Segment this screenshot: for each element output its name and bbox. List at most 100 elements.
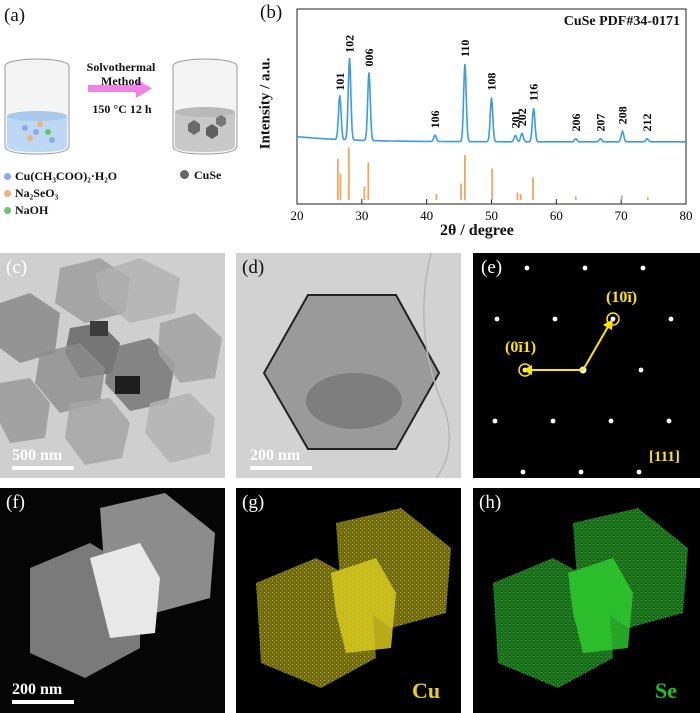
reference-card: CuSe PDF#34-0171 bbox=[563, 14, 680, 29]
scale-text: 200 nm bbox=[250, 447, 301, 464]
peak-label: 106 bbox=[428, 110, 442, 128]
diffraction-spot bbox=[494, 316, 500, 322]
panel-f-label: (f) bbox=[6, 492, 25, 513]
spot-index-2: (0ī1) bbox=[505, 339, 537, 356]
diffraction-spot bbox=[582, 265, 588, 271]
peak-label: 102 bbox=[343, 35, 357, 53]
scale-line bbox=[250, 466, 312, 470]
diffraction-spot bbox=[524, 265, 530, 271]
peak-label: 101 bbox=[333, 73, 347, 91]
x-tick-label: 70 bbox=[615, 208, 628, 223]
panel-e: (e) (10ī) (0ī1) [111] bbox=[473, 253, 700, 478]
method-line2: Method bbox=[101, 74, 141, 88]
diffraction-spot bbox=[608, 418, 614, 424]
panel-g: (g) Cu bbox=[236, 488, 461, 713]
eds-map-se bbox=[473, 488, 700, 713]
tem-image-c bbox=[0, 253, 225, 478]
peak-label: 201 bbox=[508, 110, 522, 128]
panel-a-label: (a) bbox=[4, 5, 26, 26]
panel-h: (h) Se bbox=[473, 488, 700, 713]
indexed-spot-ring bbox=[606, 312, 620, 326]
scale-bar: 200 nm bbox=[12, 681, 74, 704]
panel-h-label: (h) bbox=[479, 492, 502, 513]
peak-label: 108 bbox=[485, 73, 499, 91]
x-tick-label: 80 bbox=[680, 208, 693, 223]
tem-image-d bbox=[236, 253, 461, 478]
scale-text: 500 nm bbox=[12, 447, 63, 464]
peak-label: 208 bbox=[615, 106, 629, 124]
x-tick-label: 30 bbox=[355, 208, 368, 223]
legend-text: Na₂SeO₃ bbox=[15, 186, 59, 200]
panel-b-label: (b) bbox=[260, 2, 283, 23]
legend-item: NaOH bbox=[4, 202, 117, 219]
zone-axis: [111] bbox=[649, 449, 680, 465]
legend-precursors: Cu(CH₃COO)₂·H₂O Na₂SeO₃ NaOH bbox=[4, 168, 117, 219]
x-tick-label: 40 bbox=[420, 208, 433, 223]
eds-map-cu bbox=[236, 488, 461, 713]
beaker-precursor bbox=[4, 58, 70, 155]
dot-icon bbox=[180, 170, 189, 179]
panel-c-label: (c) bbox=[6, 257, 28, 278]
x-tick-label: 60 bbox=[550, 208, 563, 223]
diffraction-spot bbox=[550, 418, 556, 424]
diffraction-spot bbox=[640, 265, 646, 271]
peak-label: 006 bbox=[362, 48, 376, 66]
dot-icon bbox=[4, 173, 11, 180]
panel-d: (d) 200 nm bbox=[236, 253, 461, 478]
arrow-head bbox=[523, 365, 532, 375]
diffraction-spot bbox=[666, 418, 672, 424]
condition-label: 150 °C 12 h bbox=[92, 102, 152, 116]
peak-label: 110 bbox=[458, 40, 472, 57]
legend-item: Cu(CH₃COO)₂·H₂O bbox=[4, 168, 117, 185]
peak-label: 202 bbox=[515, 108, 529, 126]
panel-a: (a) Solvo bbox=[0, 0, 250, 240]
diffraction-spot bbox=[552, 316, 558, 322]
panel-g-label: (g) bbox=[242, 492, 265, 513]
beaker-product bbox=[172, 58, 238, 155]
scale-text: 200 nm bbox=[12, 681, 63, 698]
peak-label: 207 bbox=[593, 114, 607, 132]
reaction-arrow bbox=[88, 79, 152, 98]
panel-e-label: (e) bbox=[481, 257, 503, 278]
element-label: Se bbox=[655, 678, 677, 703]
scale-bar: 200 nm bbox=[250, 447, 312, 470]
dot-icon bbox=[4, 207, 11, 214]
x-tick-label: 20 bbox=[291, 208, 304, 223]
diffraction-spot bbox=[520, 469, 526, 475]
diffraction-spot bbox=[578, 469, 584, 475]
diffraction-spot bbox=[638, 367, 644, 373]
saed-pattern bbox=[492, 265, 674, 475]
method-line1: Solvothermal bbox=[86, 60, 156, 74]
arrow-head bbox=[603, 319, 613, 330]
vector-arrow bbox=[582, 324, 610, 371]
diffraction-spot bbox=[492, 418, 498, 424]
schematic-figure bbox=[4, 58, 238, 155]
panel-b: (b) 20 30 40 50 60 70 80 101 102 006 106 110 108 201… bbox=[250, 0, 700, 245]
panel-c: (c) 500 nm bbox=[0, 253, 225, 478]
legend-product: CuSe bbox=[180, 168, 221, 183]
y-axis-label: Intensity / a.u. bbox=[257, 57, 274, 150]
legend-text: Cu(CH₃COO)₂·H₂O bbox=[15, 169, 118, 183]
peak-label: 212 bbox=[640, 114, 654, 132]
haadf-image bbox=[0, 488, 225, 713]
peak-label: 116 bbox=[527, 84, 541, 101]
legend-text: CuSe bbox=[194, 168, 222, 182]
panel-f: (f) 200 nm bbox=[0, 488, 225, 713]
peak-label: 206 bbox=[569, 114, 583, 132]
x-tick-label: 50 bbox=[485, 208, 498, 223]
spot-index-1: (10ī) bbox=[606, 289, 638, 306]
dot-icon bbox=[4, 190, 11, 197]
panel-d-label: (d) bbox=[242, 257, 265, 278]
legend-item: Na₂SeO₃ bbox=[4, 185, 117, 202]
xrd-pattern-line bbox=[296, 57, 686, 143]
x-axis-label: 2θ / degree bbox=[440, 222, 514, 239]
legend-text: NaOH bbox=[15, 203, 49, 217]
element-label: Cu bbox=[412, 678, 441, 703]
diffraction-spot bbox=[668, 316, 674, 322]
scale-line bbox=[12, 466, 74, 470]
diffraction-spot bbox=[636, 469, 642, 475]
scale-bar: 500 nm bbox=[12, 447, 74, 470]
method-label: Solvothermal Method bbox=[86, 60, 156, 88]
scale-line bbox=[12, 700, 74, 704]
